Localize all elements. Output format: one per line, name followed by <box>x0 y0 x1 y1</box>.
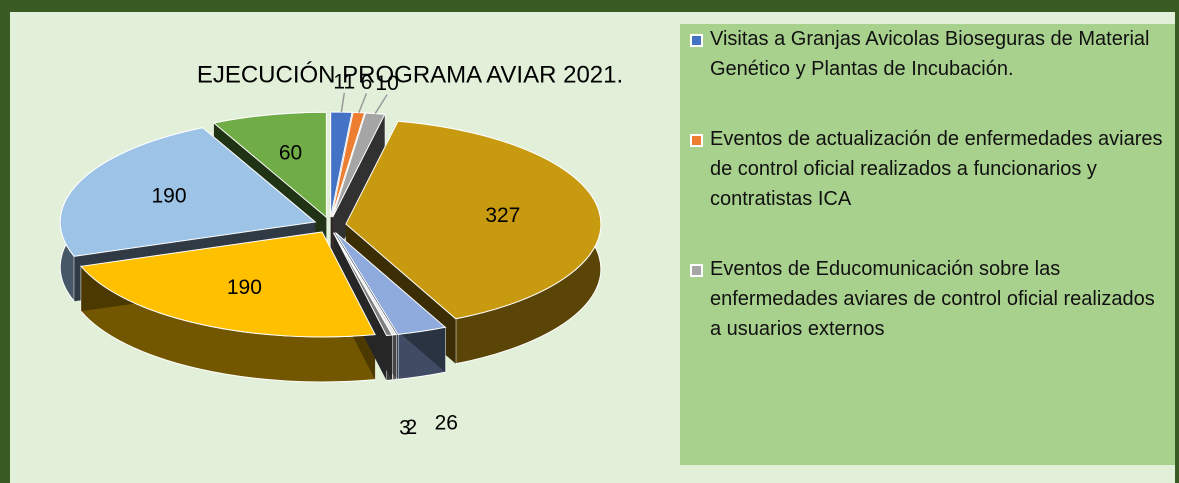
data-label: 327 <box>485 204 520 227</box>
legend-label: Visitas a Granjas Avicolas Bioseguras de… <box>710 28 1150 80</box>
data-label: 6 <box>361 71 373 94</box>
data-label: 11 <box>333 70 355 93</box>
legend-item: Eventos de Educomunicación sobre las enf… <box>690 254 1170 344</box>
legend-marker <box>690 134 703 147</box>
legend-label: Eventos de Educomunicación sobre las enf… <box>710 258 1155 340</box>
legend-marker <box>690 34 703 47</box>
data-label: 190 <box>227 276 262 299</box>
data-label: 3 <box>399 416 411 439</box>
data-label: 60 <box>279 141 302 164</box>
legend-item: Visitas a Granjas Avicolas Bioseguras de… <box>690 24 1170 84</box>
pie-slice <box>333 232 394 337</box>
chart-title: EJECUCIÓN PROGRAMA AVIAR 2021. <box>197 61 623 88</box>
leader-line <box>340 92 346 113</box>
legend-label: Eventos de actualización de enfermedades… <box>710 128 1163 210</box>
legend-item: Eventos de actualización de enfermedades… <box>690 124 1170 214</box>
data-label: 10 <box>375 72 398 95</box>
pie-slice <box>212 111 327 219</box>
pie-slice <box>345 120 602 320</box>
pie-slice <box>59 127 317 257</box>
legend-marker <box>690 264 703 277</box>
pie-slice <box>335 232 447 335</box>
data-label: 2 <box>406 416 418 439</box>
legend: Visitas a Granjas Avicolas Bioseguras de… <box>680 24 1175 465</box>
leader-line <box>358 93 368 113</box>
leader-line <box>374 94 388 114</box>
pie-slice <box>80 231 376 338</box>
data-label: 26 <box>435 411 458 434</box>
pie-slice-cut <box>332 114 385 263</box>
data-label: 190 <box>151 185 186 208</box>
